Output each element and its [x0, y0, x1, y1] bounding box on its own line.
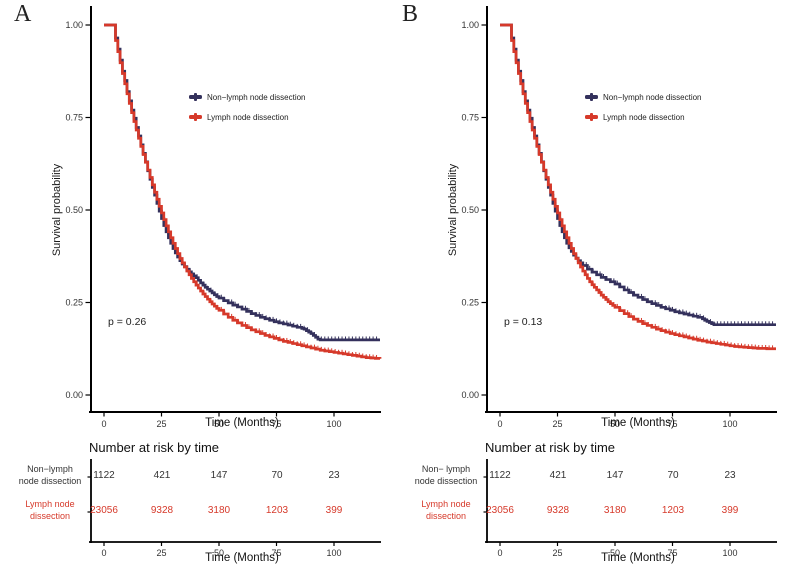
risk-row-label-line: Lymph node: [25, 499, 75, 509]
risk-count: 147: [606, 470, 624, 481]
x-axis-label: Time (Months): [601, 417, 675, 429]
svg-text:0.50: 0.50: [461, 205, 479, 215]
svg-text:0.25: 0.25: [65, 298, 83, 308]
legend-label: Non−lymph node dissection: [207, 92, 306, 102]
risk-count: 9328: [546, 505, 570, 516]
risk-row-label-line: Non−lymph: [27, 464, 73, 474]
km-curve: [104, 23, 382, 360]
y-axis-label: Survival probability: [51, 163, 63, 257]
panel-a: 1.00 0.75 0.50 0.25 0.00 0 25 50 75 100 0 25 50 75 100…: [8, 1, 382, 564]
km-curve: [500, 23, 776, 327]
svg-text:75: 75: [271, 548, 281, 558]
risk-row-label-line: node dissection: [414, 475, 478, 486]
svg-text:0: 0: [101, 419, 106, 429]
svg-text:75: 75: [667, 419, 677, 429]
svg-text:0: 0: [497, 419, 502, 429]
svg-text:25: 25: [156, 419, 166, 429]
risk-count: 9328: [150, 505, 174, 516]
panel-letter: A: [14, 1, 32, 27]
panel-b: 1.00 0.75 0.50 0.25 0.00 0 25 50 75 100 0 25 50 75 100…: [396, 0, 792, 574]
risk-table-title: Number at risk by time: [485, 440, 616, 455]
svg-text:25: 25: [156, 548, 166, 558]
svg-text:1.00: 1.00: [65, 20, 83, 30]
svg-text:100: 100: [326, 419, 341, 429]
risk-row-label-line: Lymph node: [421, 499, 471, 509]
svg-text:75: 75: [271, 419, 281, 429]
risk-row-label-non-lymph: Non− lymph node dissection: [404, 464, 488, 487]
panel-letter: B: [402, 1, 419, 27]
risk-count: 70: [271, 470, 283, 481]
svg-text:75: 75: [667, 548, 677, 558]
km-curve: [500, 23, 776, 351]
svg-text:100: 100: [722, 548, 737, 558]
risk-row-label-line: dissection: [425, 510, 467, 521]
risk-count: 421: [153, 470, 171, 481]
legend-item-lymph: Lymph node dissection: [189, 110, 306, 124]
svg-text:0.25: 0.25: [461, 298, 479, 308]
risk-row-label-non-lymph: Non−lymph node dissection: [8, 464, 92, 487]
risk-count: 421: [549, 470, 567, 481]
risk-row-label-line: Non− lymph: [421, 464, 471, 474]
legend-item-lymph: Lymph node dissection: [585, 110, 702, 124]
risk-count: 3180: [207, 505, 231, 516]
risk-count: 147: [210, 470, 228, 481]
svg-text:50: 50: [214, 419, 224, 429]
km-plot-svg-a: 1.00 0.75 0.50 0.25 0.00 0 25 50 75 100 0 25 50 75 100: [65, 6, 382, 558]
svg-text:0: 0: [101, 548, 106, 558]
p-value: p = 0.13: [504, 316, 543, 328]
svg-text:25: 25: [552, 419, 562, 429]
legend: Non−lymph node dissection Lymph node dis…: [189, 90, 306, 130]
risk-count: 23: [724, 470, 736, 481]
svg-text:0.00: 0.00: [65, 390, 83, 400]
legend-label: Lymph node dissection: [207, 112, 289, 122]
svg-text:25: 25: [552, 548, 562, 558]
legend-item-non-lymph: Non−lymph node dissection: [189, 90, 306, 104]
svg-text:0.75: 0.75: [65, 113, 83, 123]
risk-row-label-lymph: Lymph node dissection: [8, 499, 92, 522]
non-lymph-line-marker-icon: [585, 92, 598, 102]
risk-count: 399: [325, 505, 343, 516]
risk-x-axis-label: Time (Months): [601, 552, 675, 564]
risk-count: 23056: [90, 505, 118, 516]
risk-count: 23: [328, 470, 340, 481]
svg-text:50: 50: [610, 419, 620, 429]
svg-text:0.00: 0.00: [461, 390, 479, 400]
svg-text:1.00: 1.00: [461, 20, 479, 30]
legend: Non−lymph node dissection Lymph node dis…: [585, 90, 702, 130]
risk-count: 1122: [93, 470, 115, 481]
legend-label: Non−lymph node dissection: [603, 92, 702, 102]
svg-text:50: 50: [214, 548, 224, 558]
legend-item-non-lymph: Non−lymph node dissection: [585, 90, 702, 104]
svg-text:0.50: 0.50: [65, 205, 83, 215]
svg-text:0: 0: [497, 548, 502, 558]
risk-row-label-line: dissection: [29, 510, 71, 521]
svg-text:100: 100: [722, 419, 737, 429]
p-value: p = 0.26: [108, 316, 147, 328]
risk-row-label-lymph: Lymph node dissection: [404, 499, 488, 522]
km-curve: [104, 23, 380, 342]
risk-count: 1122: [489, 470, 511, 481]
km-plot-svg-b: 1.00 0.75 0.50 0.25 0.00 0 25 50 75 100 0 25 50 75 100: [461, 6, 777, 558]
legend-label: Lymph node dissection: [603, 112, 685, 122]
risk-count: 70: [667, 470, 679, 481]
risk-count: 1203: [661, 505, 685, 516]
risk-table-title: Number at risk by time: [89, 440, 220, 455]
y-axis-label: Survival probability: [447, 163, 459, 257]
risk-count: 3180: [603, 505, 627, 516]
svg-text:100: 100: [326, 548, 341, 558]
risk-count: 23056: [486, 505, 514, 516]
lymph-line-marker-icon: [585, 112, 598, 122]
risk-count: 399: [721, 505, 739, 516]
svg-text:0.75: 0.75: [461, 113, 479, 123]
risk-x-axis-label: Time (Months): [205, 552, 279, 564]
x-axis-label: Time (Months): [205, 417, 279, 429]
lymph-line-marker-icon: [189, 112, 202, 122]
svg-text:50: 50: [610, 548, 620, 558]
non-lymph-line-marker-icon: [189, 92, 202, 102]
risk-count: 1203: [265, 505, 289, 516]
risk-row-label-line: node dissection: [18, 475, 82, 486]
